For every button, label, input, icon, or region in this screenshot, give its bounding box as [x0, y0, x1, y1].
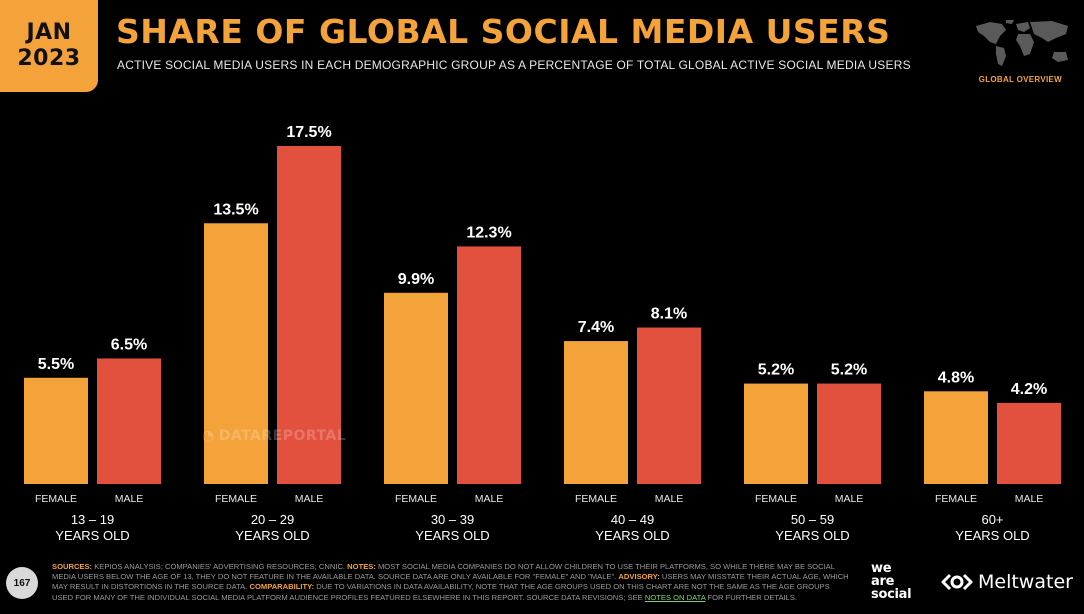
category-label: 13 – 19	[71, 512, 114, 527]
category-label: YEARS OLD	[955, 528, 1029, 543]
bar-male-3	[637, 327, 701, 484]
series-label: FEMALE	[575, 493, 617, 505]
date-badge: JAN 2023	[0, 0, 98, 92]
page-subtitle: ACTIVE SOCIAL MEDIA USERS IN EACH DEMOGR…	[117, 58, 911, 72]
datareportal-watermark: ◔ DATAREPORTAL	[202, 428, 346, 444]
footnote-advisory-label: ADVISORY:	[618, 572, 660, 582]
footnote: SOURCES: KEPIOS ANALYSIS; COMPANIES' ADV…	[52, 562, 852, 603]
category-label: 20 – 29	[251, 512, 294, 527]
bar-female-3	[564, 341, 628, 484]
data-label: 4.8%	[938, 369, 974, 386]
meltwater-mark-icon	[941, 573, 973, 591]
series-label: MALE	[835, 493, 864, 505]
footnote-notes-label: NOTES:	[347, 562, 376, 571]
category-label: YEARS OLD	[595, 528, 669, 543]
bar-female-1	[204, 223, 268, 484]
footnote-comparability-text: DUE TO VARIATIONS IN DATA AVAILABILITY, …	[52, 582, 830, 602]
bar-female-2	[384, 292, 448, 484]
data-label: 12.3%	[466, 224, 511, 241]
watermark-text: DATAREPORTAL	[218, 428, 347, 444]
badge-month: JAN	[26, 20, 72, 45]
data-label: 5.2%	[831, 362, 867, 379]
series-label: MALE	[115, 493, 144, 505]
world-map-icon	[976, 20, 1068, 66]
data-label: 5.2%	[758, 362, 794, 379]
bar-male-0	[97, 358, 161, 484]
bar-female-5	[924, 391, 988, 484]
data-label: 13.5%	[213, 201, 258, 218]
series-label: FEMALE	[35, 493, 77, 505]
data-label: 17.5%	[286, 124, 331, 141]
bar-male-5	[997, 402, 1061, 484]
we-are-social-logo: we are social	[871, 561, 912, 602]
bar-female-0	[24, 377, 88, 484]
category-label: 60+	[981, 512, 1003, 527]
category-label: YEARS OLD	[415, 528, 489, 543]
series-label: FEMALE	[215, 493, 257, 505]
data-label: 9.9%	[398, 271, 434, 288]
category-label: YEARS OLD	[235, 528, 309, 543]
data-label: 6.5%	[111, 336, 147, 353]
meltwater-wordmark: Meltwater	[978, 571, 1073, 593]
series-label: FEMALE	[395, 493, 437, 505]
data-label: 8.1%	[651, 306, 687, 323]
badge-year: 2023	[17, 46, 81, 71]
category-label: 30 – 39	[431, 512, 474, 527]
footnote-sources-text: KEPIOS ANALYSIS; COMPANIES' ADVERTISING …	[92, 562, 346, 571]
data-label: 7.4%	[578, 319, 614, 336]
category-label: 40 – 49	[611, 512, 654, 527]
data-label: 4.2%	[1011, 381, 1047, 398]
series-label: MALE	[475, 493, 504, 505]
series-label: MALE	[1015, 493, 1044, 505]
bar-female-4	[744, 383, 808, 484]
notes-on-data-link[interactable]: NOTES ON DATA	[644, 592, 706, 602]
bar-male-2	[457, 246, 521, 484]
category-label: 50 – 59	[791, 512, 834, 527]
page-title: SHARE OF GLOBAL SOCIAL MEDIA USERS	[116, 12, 891, 51]
category-label: YEARS OLD	[55, 528, 129, 543]
we-are-social-line-2: are	[871, 574, 895, 589]
footnote-tail-text: FOR FURTHER DETAILS.	[705, 592, 798, 602]
footnote-comparability-label: COMPARABILITY:	[249, 582, 315, 592]
series-label: MALE	[295, 493, 324, 505]
category-label: YEARS OLD	[775, 528, 849, 543]
series-label: FEMALE	[935, 493, 977, 505]
footnote-advisory-text: USERS MAY MISSTATE THEIR ACTUAL AGE, WHI…	[52, 572, 849, 592]
we-are-social-line-1: we	[871, 561, 892, 576]
bar-male-1	[277, 146, 341, 484]
series-label: MALE	[655, 493, 684, 505]
watermark-logo-icon: ◔	[202, 428, 215, 444]
series-label: FEMALE	[755, 493, 797, 505]
data-label: 5.5%	[38, 356, 74, 373]
section-label: GLOBAL OVERVIEW	[978, 75, 1062, 84]
page-number: 167	[6, 567, 38, 599]
footnote-notes-text: MOST SOCIAL MEDIA COMPANIES DO NOT ALLOW…	[52, 562, 835, 582]
footnote-sources-label: SOURCES:	[52, 562, 93, 571]
meltwater-logo: Meltwater	[940, 571, 1073, 593]
bar-male-4	[817, 383, 881, 484]
we-are-social-line-3: social	[871, 587, 912, 602]
